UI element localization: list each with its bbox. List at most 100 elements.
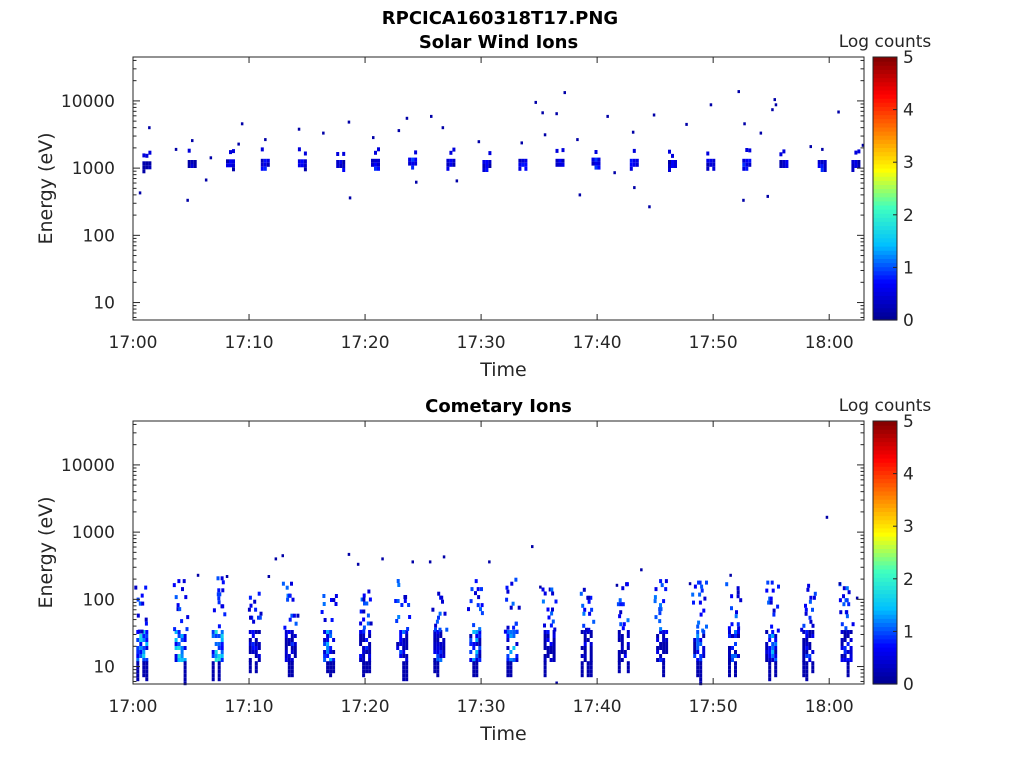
colorbar-swatch [873,114,897,120]
colorbar-swatch [873,143,897,149]
heatmap-cell [808,630,812,634]
x-tick-label: 17:00 [109,697,158,717]
heatmap-cell [469,642,473,646]
heatmap-cell [402,669,406,674]
heatmap-cell [541,111,544,115]
heatmap-cell [817,164,821,168]
heatmap-cell [659,607,663,612]
heatmap-cell [254,661,258,666]
heatmap-cell [402,638,406,642]
heatmap-cell [214,630,218,634]
heatmap-cell [475,673,479,678]
heatmap-cell [674,164,677,168]
heatmap-cell [696,673,700,678]
heatmap-cell [372,136,375,140]
heatmap-cell [488,151,492,156]
heatmap-cell [180,619,184,624]
heatmap-cell [249,615,252,620]
heatmap-cell [656,638,660,642]
heatmap-cell [284,642,288,646]
heatmap-cell [455,179,459,183]
heatmap-cell [142,638,146,642]
heatmap-cell [145,673,149,678]
heatmap-cell [589,658,593,662]
heatmap-cell [326,630,330,634]
heatmap-cell [377,158,380,163]
heatmap-cell [365,669,369,674]
heatmap-cell [699,612,703,617]
heatmap-cell [193,160,197,164]
heatmap-cell [855,596,859,600]
heatmap-cell [287,638,291,642]
heatmap-cell [633,186,636,190]
heatmap-cell [774,665,778,670]
heatmap-cell [693,646,697,650]
heatmap-cell [253,599,257,604]
heatmap-cell [452,147,456,152]
heatmap-cell [521,162,525,167]
y-axis-label: Energy (eV) [35,496,57,608]
heatmap-cell [709,103,713,107]
heatmap-cell [251,646,255,650]
heatmap-cell [846,665,850,670]
heatmap-cell [411,560,414,564]
heatmap-cell [257,642,261,646]
heatmap-cell [284,638,288,642]
colorbar-swatch [873,457,897,463]
heatmap-cell [843,634,847,638]
heatmap-cell [177,646,181,650]
heatmap-cell [220,650,224,654]
heatmap-cell [478,638,482,642]
heatmap-cell [597,161,601,166]
heatmap-cell [297,147,301,152]
colorbar-swatch [873,254,897,259]
heatmap-cell [362,629,366,634]
heatmap-cell [861,143,865,147]
heatmap-cell [586,665,590,670]
heatmap-cell [823,164,827,168]
colorbar-swatch [873,429,897,434]
heatmap-cell [729,573,732,577]
heatmap-cell [211,661,215,666]
heatmap-cell [303,151,307,156]
heatmap-cell [290,650,294,654]
x-axis-label: Time [479,723,527,745]
heatmap-cell [368,661,372,666]
heatmap-cell [142,661,146,666]
colorbar-swatch [873,560,897,566]
heatmap-cell [229,163,232,168]
colorbar-swatch [873,437,897,443]
heatmap-cell [580,661,584,666]
heatmap-cell [728,646,731,650]
heatmap-cell [367,589,371,594]
heatmap-cell [433,646,437,650]
heatmap-cell [770,624,774,629]
colorbar-swatch [873,188,897,194]
heatmap-cell [543,661,547,666]
heatmap-cell [293,634,297,638]
colorbar-swatch [873,552,897,558]
heatmap-cell [771,588,775,593]
colorbar-swatch [873,634,897,640]
heatmap-cell [377,166,380,171]
heatmap-cell [405,658,409,662]
heatmap-cell [846,661,850,666]
heatmap-cell [734,634,737,638]
heatmap-cell [774,634,778,638]
heatmap-cell [777,584,780,589]
heatmap-cell [415,180,418,184]
heatmap-cell [728,650,731,654]
heatmap-cell [174,638,178,642]
heatmap-cell [436,630,440,634]
heatmap-cell [555,681,558,685]
heatmap-cell [521,158,525,163]
colorbar-swatch [873,511,897,517]
heatmap-cell [211,677,215,682]
heatmap-cell [840,654,844,658]
heatmap-cell [290,665,294,670]
heatmap-cell [248,669,252,674]
heatmap-cell [442,654,446,658]
heatmap-cell [779,164,783,168]
heatmap-cell [849,654,853,658]
